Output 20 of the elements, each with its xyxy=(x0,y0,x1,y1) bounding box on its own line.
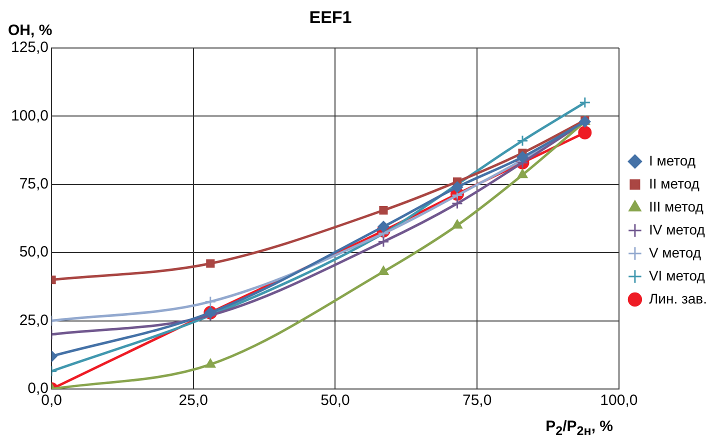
y-tick-label: 75,0 xyxy=(19,176,49,193)
y-tick-label: 50,0 xyxy=(19,244,49,261)
legend-label: Лин. зав. xyxy=(648,290,708,306)
y-axis-title: OH, % xyxy=(8,22,52,39)
x-tick-label: 25,0 xyxy=(178,392,208,410)
x-tick-label: 100,0 xyxy=(600,392,638,410)
x-axis-title: P$_{2}$/P$_{2н}$, % xyxy=(546,418,613,438)
legend-label: IV метод xyxy=(648,221,705,238)
y-tick-label: 125,0 xyxy=(10,39,49,56)
chart-title: EEF1 xyxy=(309,8,352,27)
legend-label: III метод xyxy=(648,198,704,214)
y-tick-label: 25,0 xyxy=(19,312,49,329)
x-tick-label: 0,0 xyxy=(41,392,62,410)
x-tick-label: 75,0 xyxy=(462,392,492,410)
x-tick-label: 50,0 xyxy=(320,392,350,410)
legend-label: V метод xyxy=(648,244,702,260)
y-tick-label: 100,0 xyxy=(10,107,49,124)
legend-label: II метод xyxy=(648,175,700,192)
legend-label: I метод xyxy=(648,152,696,168)
legend-label: VI метод xyxy=(648,267,705,284)
